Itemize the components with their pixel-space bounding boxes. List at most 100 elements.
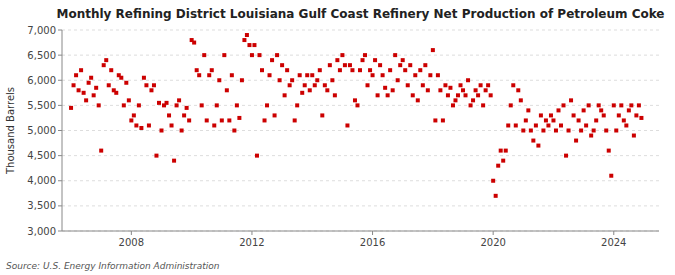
point [471, 98, 475, 102]
y-tick-label: 4,500 [27, 150, 56, 161]
point [453, 98, 457, 102]
point [506, 123, 510, 127]
point [594, 118, 598, 122]
point [185, 106, 189, 110]
point [129, 118, 133, 122]
point [511, 83, 515, 87]
point [619, 103, 623, 107]
point [122, 103, 126, 107]
point [298, 73, 302, 77]
point [564, 154, 568, 158]
point [499, 149, 503, 153]
point [371, 73, 375, 77]
points [69, 33, 643, 198]
point [308, 88, 312, 92]
point [288, 83, 292, 87]
point [381, 73, 385, 77]
point [459, 83, 463, 87]
point [592, 129, 596, 133]
point [69, 106, 73, 110]
point [554, 129, 558, 133]
point [92, 93, 96, 97]
point [361, 58, 365, 62]
point [109, 68, 113, 72]
point [102, 63, 106, 67]
point [144, 83, 148, 87]
point [366, 83, 370, 87]
point [413, 73, 417, 77]
point [607, 149, 611, 153]
point [230, 73, 234, 77]
point [358, 68, 362, 72]
y-tick-label: 5,000 [27, 125, 56, 136]
point [303, 83, 307, 87]
point [345, 123, 349, 127]
point [391, 88, 395, 92]
point [273, 113, 277, 117]
point [423, 63, 427, 67]
x-tick [251, 231, 252, 235]
point [139, 126, 143, 130]
point [74, 73, 78, 77]
point [609, 174, 613, 178]
point [245, 33, 249, 37]
point [632, 134, 636, 138]
point [514, 123, 518, 127]
point [544, 118, 548, 122]
point [97, 103, 101, 107]
point [456, 93, 460, 97]
point [177, 98, 181, 102]
point [182, 113, 186, 117]
y-tick [58, 231, 62, 232]
point [393, 53, 397, 57]
point [443, 83, 447, 87]
grid-line [62, 105, 659, 106]
point [396, 78, 400, 82]
point [142, 76, 146, 80]
point [577, 118, 581, 122]
point [124, 81, 128, 85]
point [313, 83, 317, 87]
point [157, 101, 161, 105]
y-axis-line [62, 30, 63, 231]
point [283, 93, 287, 97]
point [270, 58, 274, 62]
point [519, 98, 523, 102]
point [501, 159, 505, 163]
x-tick [372, 231, 373, 235]
point [242, 38, 246, 42]
point [431, 48, 435, 52]
point [225, 88, 229, 92]
y-axis: 3,0003,5004,0004,5005,0005,5006,0006,500… [27, 25, 659, 237]
point [486, 83, 490, 87]
grid-line [62, 205, 659, 206]
point [597, 103, 601, 107]
point [622, 118, 626, 122]
point [461, 88, 465, 92]
point [119, 76, 123, 80]
point [551, 118, 555, 122]
point [602, 113, 606, 117]
point [278, 78, 282, 82]
point [587, 103, 591, 107]
point [172, 159, 176, 163]
point [147, 123, 151, 127]
point [207, 73, 211, 77]
point [94, 86, 98, 90]
point [474, 88, 478, 92]
point [192, 41, 196, 45]
point [330, 78, 334, 82]
point [476, 93, 480, 97]
point [624, 123, 628, 127]
point [202, 53, 206, 57]
grid-line [62, 55, 659, 56]
point [524, 118, 528, 122]
point [612, 103, 616, 107]
point [280, 63, 284, 67]
point [496, 164, 500, 168]
point [504, 149, 508, 153]
point [257, 53, 261, 57]
point [406, 83, 410, 87]
point [104, 58, 108, 62]
point [187, 118, 191, 122]
